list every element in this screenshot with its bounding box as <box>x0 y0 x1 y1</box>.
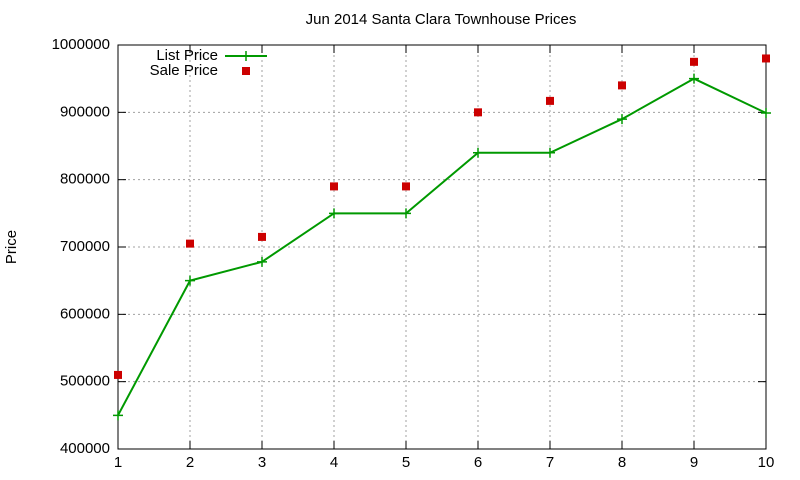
y-tick-label: 400000 <box>60 440 110 457</box>
y-tick-label: 500000 <box>60 373 110 390</box>
x-tick-label: 1 <box>114 454 122 471</box>
point-marker <box>689 73 699 84</box>
legend-swatch <box>242 67 250 75</box>
series-line <box>117 77 767 416</box>
x-tick-label: 6 <box>474 454 482 471</box>
y-tick-label: 700000 <box>60 238 110 255</box>
x-tick-label: 9 <box>690 454 698 471</box>
point-marker <box>113 410 123 421</box>
y-tick-label: 1000000 <box>52 36 110 53</box>
point-marker <box>402 182 410 191</box>
x-tick-label: 8 <box>618 454 626 471</box>
point-marker <box>617 114 627 125</box>
y-tick-label: 600000 <box>60 305 110 322</box>
plot-border <box>117 44 767 450</box>
point-marker <box>114 370 122 379</box>
legend-label: Sale Price <box>150 62 218 79</box>
y-tick-label: 900000 <box>60 103 110 120</box>
x-tick-label: 4 <box>330 454 338 471</box>
point-marker <box>545 147 555 158</box>
y-tick-label: 800000 <box>60 171 110 188</box>
point-marker <box>330 182 338 191</box>
point-marker <box>546 96 554 105</box>
legend-label: List Price <box>156 47 218 64</box>
point-marker <box>690 57 698 66</box>
point-marker <box>185 275 195 286</box>
point-marker <box>618 81 626 90</box>
y-axis-label: Price <box>3 230 20 264</box>
x-tick-label: 7 <box>546 454 554 471</box>
x-tick-label: 2 <box>186 454 194 471</box>
point-marker <box>257 256 267 267</box>
x-tick-label: 5 <box>402 454 410 471</box>
chart-title: Jun 2014 Santa Clara Townhouse Prices <box>306 11 577 28</box>
point-marker <box>762 54 770 63</box>
point-marker <box>473 147 483 158</box>
point-marker <box>258 232 266 241</box>
point-marker <box>761 108 771 119</box>
point-marker <box>329 208 339 219</box>
x-tick-label: 10 <box>758 454 775 471</box>
legend-swatch <box>241 51 251 61</box>
point-marker <box>474 108 482 117</box>
point-marker <box>401 208 411 219</box>
point-marker <box>186 239 194 248</box>
x-tick-label: 3 <box>258 454 266 471</box>
